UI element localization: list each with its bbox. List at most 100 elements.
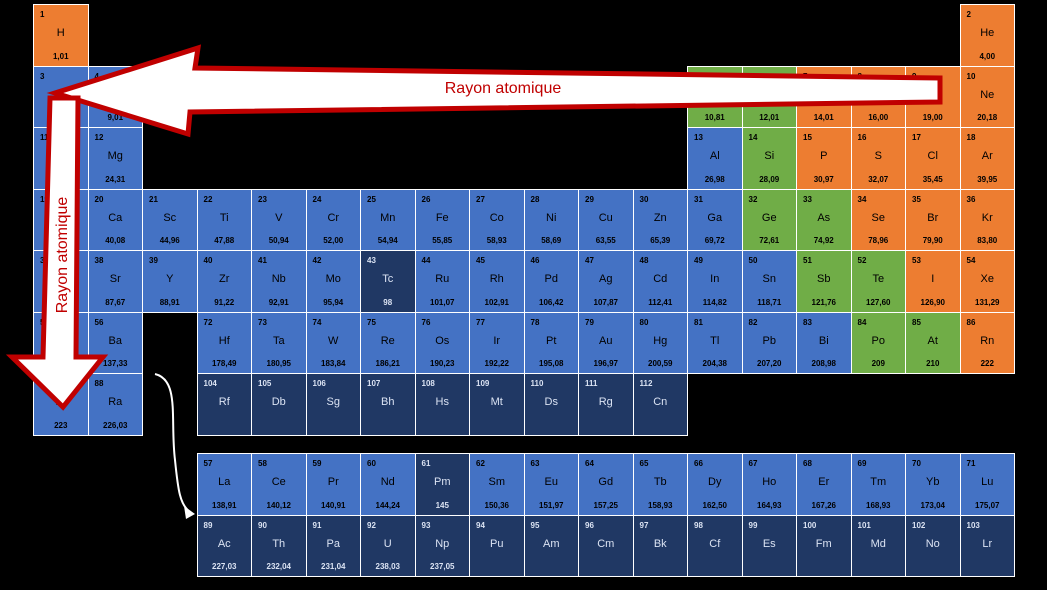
atomic-mass: 178,49 [212,359,237,368]
atomic-number: 3 [40,71,45,81]
atomic-number: 18 [966,133,976,142]
element-symbol: Na [53,150,68,162]
atomic-mass: 140,91 [321,500,346,510]
atomic-number: 79 [585,317,594,327]
element-symbol: Fr [55,396,66,408]
atomic-number: 36 [966,194,976,204]
atomic-number: 67 [748,459,758,468]
atomic-number: 70 [912,459,921,468]
atomic-number: 88 [94,379,104,388]
element-cell: 34 Se 78,96 [850,188,906,251]
element-cell: 100 Fm [796,514,852,577]
atomic-mass: 98 [383,297,393,307]
element-symbol: La [218,476,231,488]
atomic-number: 39 [149,256,158,265]
element-symbol: No [925,537,940,550]
atomic-mass: 227,03 [212,562,237,571]
element-cell: 41 Nb 92,91 [251,250,307,313]
element-symbol: O [873,88,883,101]
element-symbol: Cu [598,211,613,224]
atomic-mass: 24,31 [105,174,126,184]
element-cell: 54 Xe 131,29 [959,250,1015,313]
element-symbol: Sr [109,273,121,285]
element-symbol: Cd [653,273,668,285]
element-cell: 110 Ds [523,373,579,436]
atomic-mass: 186,21 [375,359,400,368]
atomic-mass: 79,90 [922,236,943,245]
atomic-number: 85 [912,317,921,327]
element-cell: 1 H 1,01 [33,4,89,67]
element-cell: 40 Zr 91,22 [196,250,252,313]
atomic-number: 64 [585,459,594,468]
element-cell: 24 Cr 52,00 [305,188,361,251]
atomic-number: 9 [912,71,917,81]
atomic-number: 89 [203,520,213,530]
element-symbol: K [57,211,65,224]
element-cell: 25 Mn 54,94 [360,188,416,251]
atomic-mass: 40,08 [105,236,126,245]
element-symbol: B [711,88,719,101]
element-cell: 53 I 126,90 [905,250,961,313]
atomic-mass: 204,38 [702,359,727,368]
atomic-mass: 52,00 [323,236,344,245]
atomic-mass: 19,00 [922,113,943,122]
element-symbol: Hg [653,334,668,347]
element-symbol: He [980,27,995,39]
atomic-mass: 74,92 [813,236,834,245]
atomic-mass: 209 [871,359,885,368]
atomic-number: 72 [203,317,213,327]
atomic-number: 111 [585,379,598,388]
element-symbol: Zr [219,273,230,285]
atomic-number: 95 [530,520,540,530]
atomic-mass: 145 [435,500,449,510]
element-cell: 10 Ne 20,18 [959,65,1015,128]
element-cell: 84 Po 209 [850,311,906,374]
element-symbol: Ho [762,476,777,488]
atomic-mass: 28,09 [759,174,780,184]
element-cell: 67 Ho 164,93 [741,453,797,516]
element-symbol: Bh [381,396,395,408]
element-symbol: Si [764,150,775,162]
atomic-number: 54 [966,256,976,265]
element-cell: 57 La 138,91 [196,453,252,516]
atomic-number: 44 [421,256,431,265]
element-symbol: Sn [762,273,776,285]
element-cell: 32 Ge 72,61 [741,188,797,251]
element-symbol: F [929,88,937,101]
atomic-number: 60 [367,459,376,468]
element-cell: 30 Zn 65,39 [632,188,688,251]
element-symbol: Tm [870,476,887,488]
element-symbol: Ca [108,211,123,224]
element-symbol: Pt [546,334,557,347]
element-cell: 80 Hg 200,59 [632,311,688,374]
element-symbol: Pr [327,476,339,488]
element-symbol: Os [435,334,450,347]
element-cell: 20 Ca 40,08 [87,188,143,251]
element-cell: 66 Dy 162,50 [687,453,743,516]
element-symbol: Y [166,273,174,285]
atomic-mass: 78,96 [868,236,889,245]
element-cell: 3 Li [33,65,89,128]
atomic-mass: 192,22 [484,359,509,368]
atomic-number: 73 [258,317,267,327]
element-cell: 14 Si 28,09 [741,127,797,190]
element-symbol: Db [271,396,286,408]
atomic-number: 41 [258,256,267,265]
atomic-mass: 92,91 [268,297,289,307]
atomic-mass: 102,91 [484,297,509,307]
atomic-mass: 196,97 [593,359,618,368]
element-symbol: Tl [710,334,720,347]
atomic-mass: 180,95 [266,359,291,368]
atomic-mass: 183,84 [321,359,346,368]
element-cell: 70 Yb 173,04 [905,453,961,516]
element-cell: 72 Hf 178,49 [196,311,252,374]
element-cell: 90 Th 232,04 [251,514,307,577]
atomic-number: 112 [639,379,653,388]
element-cell: 91 Pa 231,04 [305,514,361,577]
element-cell: 96 Cm [578,514,634,577]
element-symbol: Li [56,88,66,101]
element-symbol: Co [489,211,504,224]
element-symbol: Ds [544,396,558,408]
atomic-mass: 210 [926,359,940,368]
atomic-mass: 226,03 [103,420,128,430]
